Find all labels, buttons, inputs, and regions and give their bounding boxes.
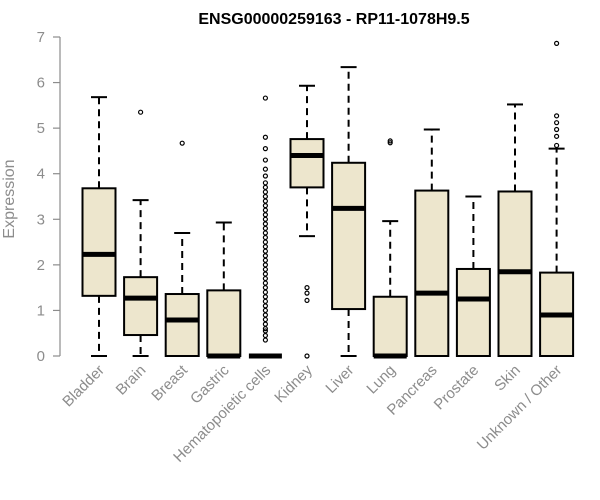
outlier-point [262,262,268,268]
outlier-point [262,166,268,172]
box-iqr [372,295,408,357]
box-group [123,109,159,357]
box-group [455,195,491,357]
outlier-point [262,203,268,209]
outlier-point [262,280,268,286]
outlier-point [262,216,268,222]
outlier-point [262,180,268,186]
box-group [206,221,242,359]
x-tick-label: Kidney [271,361,316,406]
y-tick-label: 5 [37,120,45,137]
outlier-point [553,40,560,46]
box-group [331,66,367,357]
box-group [414,128,450,357]
outlier-point [262,207,268,213]
box-iqr [455,267,491,357]
plot-area [81,40,575,359]
x-tick-label: Breast [148,361,191,404]
y-tick-label: 4 [37,166,45,183]
outlier-point [553,120,560,126]
outlier-point [179,140,185,146]
outlier-point [262,298,268,304]
outlier-point [262,294,268,300]
outlier-point [304,297,310,304]
outlier-point [262,328,268,334]
y-tick-label: 2 [37,257,45,274]
y-tick-label: 6 [37,75,45,92]
outlier-point [262,303,268,309]
outlier-point [553,142,560,149]
box-group [248,95,282,359]
outlier-point [262,285,268,291]
box-group [372,138,408,359]
y-axis: 0 1 2 3 4 5 6 7 [37,29,61,365]
outlier-point [262,230,268,236]
outlier-point [262,221,268,227]
outlier-point [553,126,560,133]
outlier-point [262,332,268,339]
outlier-point [262,321,268,327]
box-iqr [289,138,325,189]
y-tick-label: 1 [37,302,45,319]
box-group [81,96,117,357]
outlier-point [262,198,268,204]
box-iqr [331,161,367,311]
y-axis-label: Expression [1,159,18,238]
box-iqr [206,289,242,357]
outlier-point [262,312,268,318]
outlier-point [262,271,268,277]
box-group [289,84,325,359]
x-tick-label: Liver [322,362,357,397]
x-tick-label: Skin [491,362,524,395]
outlier-point [553,133,560,139]
outlier-point [304,290,310,296]
outlier-point [262,266,268,273]
box-group [497,103,533,357]
outlier-point [262,253,268,259]
box-group [539,40,575,357]
outlier-point [262,212,268,218]
y-tick-label: 7 [37,29,45,46]
box-iqr [414,189,450,357]
x-tick-label: Lung [363,362,399,398]
outlier-point [304,353,310,359]
outlier-point [262,257,268,263]
outlier-point [262,146,268,152]
outlier-point [262,307,268,314]
box-iqr [164,293,200,357]
box-iqr [81,187,117,297]
outlier-point [262,244,268,250]
outlier-point [262,95,268,101]
outlier-point [262,134,268,140]
outlier-point [138,109,144,115]
y-tick-label: 0 [37,348,45,365]
outlier-point [262,289,268,295]
x-tick-label: Bladder [59,362,108,411]
outlier-point [262,337,268,343]
outlier-point [262,248,268,254]
outlier-point [262,225,268,231]
outlier-point [262,239,268,245]
x-tick-label: Prostate [431,362,483,414]
outlier-point [262,184,268,190]
outlier-point [262,157,268,163]
outlier-point [262,234,268,241]
outlier-point [387,140,393,146]
y-tick-label: 3 [37,211,45,228]
outlier-point [262,193,268,200]
outlier-point [387,138,393,144]
box-group [164,140,200,357]
x-tick-label: Brain [113,362,150,399]
outlier-point [262,189,268,195]
outlier-point [553,113,560,119]
box-iqr [123,276,159,337]
outlier-point [262,275,268,282]
outlier-point [262,173,268,179]
outlier-point [262,316,268,323]
chart-title: ENSG00000259163 - RP11-1078H9.5 [198,11,469,28]
outlier-point [304,285,310,291]
